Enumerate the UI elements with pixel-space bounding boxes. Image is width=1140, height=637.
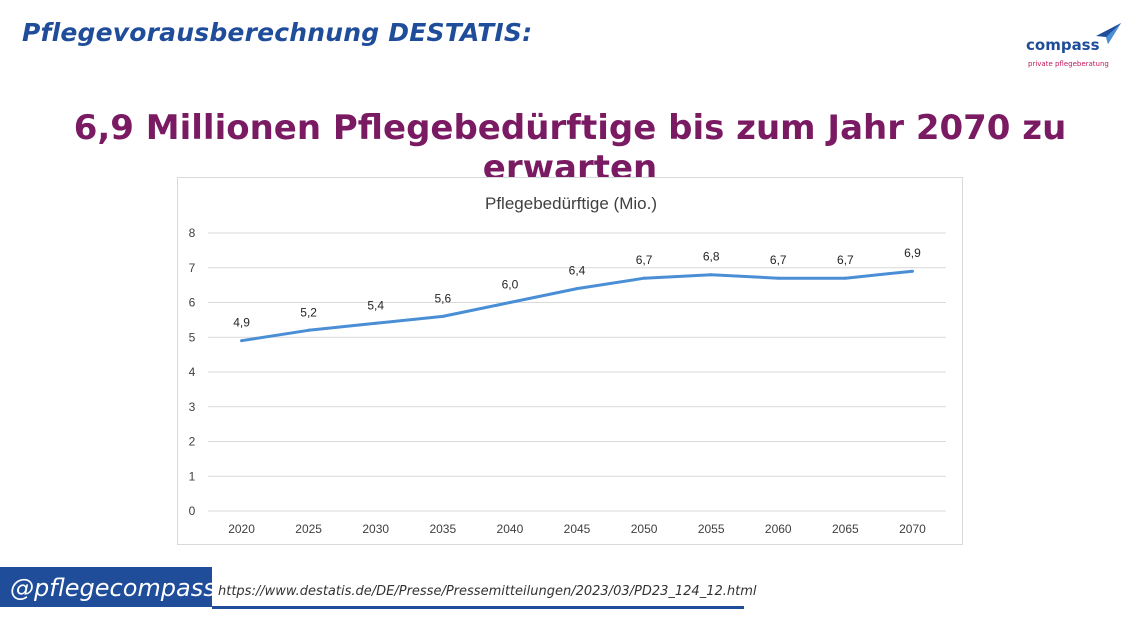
y-tick-label: 3 bbox=[189, 400, 196, 414]
x-tick-label: 2020 bbox=[228, 522, 255, 536]
data-point bbox=[910, 269, 914, 273]
footer-divider bbox=[212, 606, 744, 609]
page-header-title: Pflegevorausberechnung DESTATIS: bbox=[22, 18, 533, 47]
data-label: 6,4 bbox=[569, 264, 586, 278]
data-point bbox=[441, 314, 445, 318]
y-tick-label: 1 bbox=[189, 469, 196, 483]
data-label: 5,4 bbox=[367, 298, 384, 312]
source-link[interactable]: https://www.destatis.de/DE/Presse/Presse… bbox=[218, 584, 757, 599]
x-tick-label: 2030 bbox=[362, 522, 389, 536]
page-headline: 6,9 Millionen Pflegebedürftige bis zum J… bbox=[73, 108, 1067, 188]
x-tick-label: 2055 bbox=[698, 522, 725, 536]
x-tick-label: 2065 bbox=[832, 522, 859, 536]
data-point bbox=[843, 276, 847, 280]
y-tick-label: 2 bbox=[189, 435, 196, 449]
data-point bbox=[776, 276, 780, 280]
y-tick-label: 8 bbox=[189, 226, 196, 240]
y-tick-label: 4 bbox=[189, 365, 196, 379]
data-point bbox=[642, 276, 646, 280]
logo-wordmark: compass bbox=[1026, 36, 1100, 54]
chart-title: Pflegebedürftige (Mio.) bbox=[485, 194, 657, 213]
y-tick-label: 7 bbox=[189, 261, 196, 275]
data-label: 6,8 bbox=[703, 250, 720, 264]
data-point bbox=[307, 328, 311, 332]
data-label: 5,2 bbox=[300, 305, 317, 319]
logo-tagline: private pflegeberatung bbox=[1028, 60, 1109, 68]
data-label: 6,9 bbox=[904, 246, 921, 260]
x-tick-label: 2025 bbox=[295, 522, 322, 536]
compass-logo: compass private pflegeberatung bbox=[1026, 22, 1126, 72]
chart-canvas: Pflegebedürftige (Mio.) 0 1 2 3 4 5 6 7 8 2020 20… bbox=[189, 194, 946, 536]
x-tick-label: 2060 bbox=[765, 522, 792, 536]
paper-plane-icon bbox=[1096, 23, 1121, 44]
data-label: 6,7 bbox=[837, 253, 854, 267]
x-tick-label: 2035 bbox=[429, 522, 456, 536]
x-tick-label: 2040 bbox=[497, 522, 524, 536]
footer-badge bbox=[0, 567, 212, 607]
social-handle: @pflegecompass bbox=[10, 574, 216, 602]
y-tick-label: 0 bbox=[189, 504, 196, 518]
data-label: 6,7 bbox=[636, 253, 653, 267]
data-label: 4,9 bbox=[233, 316, 250, 330]
data-point bbox=[374, 321, 378, 325]
line-chart: Pflegebedürftige (Mio.) 0 1 2 3 4 5 6 7 8 2020 20… bbox=[177, 177, 963, 545]
data-point bbox=[709, 273, 713, 277]
data-label: 5,6 bbox=[434, 291, 451, 305]
data-point bbox=[508, 301, 512, 304]
data-label: 6,0 bbox=[502, 278, 519, 292]
data-label: 6,7 bbox=[770, 253, 787, 267]
x-tick-label: 2070 bbox=[899, 522, 926, 536]
y-tick-label: 6 bbox=[189, 296, 196, 310]
x-tick-label: 2045 bbox=[564, 522, 591, 536]
series-line bbox=[241, 269, 913, 343]
y-tick-label: 5 bbox=[189, 330, 196, 344]
data-point bbox=[575, 287, 579, 291]
x-tick-label: 2050 bbox=[631, 522, 658, 536]
data-point bbox=[240, 339, 244, 343]
